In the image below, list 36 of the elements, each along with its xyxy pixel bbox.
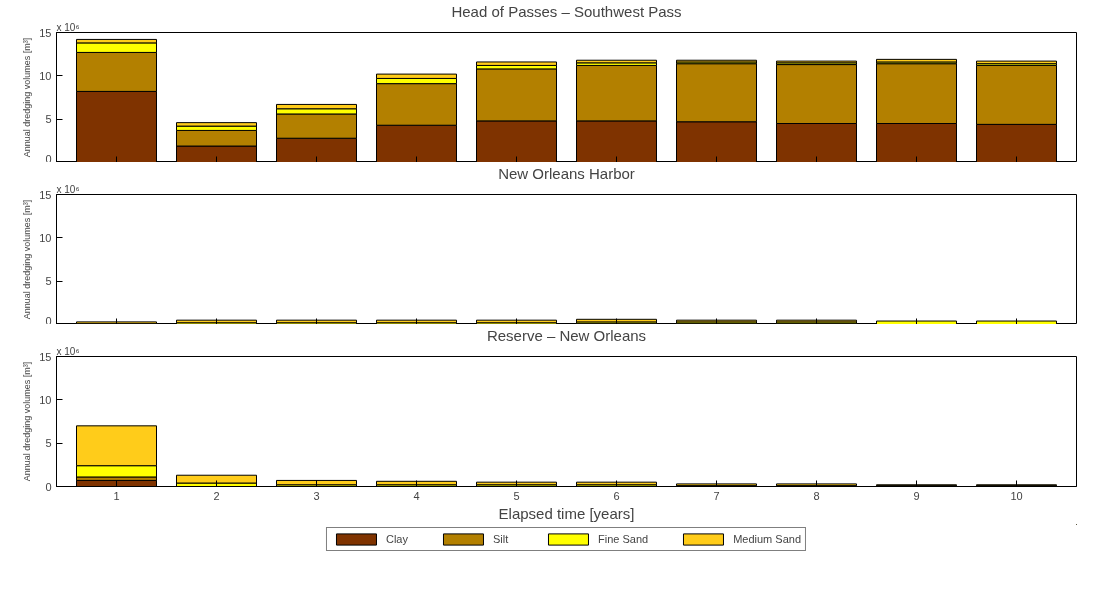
x-tick-label: 1 xyxy=(113,489,120,502)
x-tick-label: 4 xyxy=(413,489,420,502)
chart-title: New Orleans Harbor xyxy=(498,164,635,182)
chart-title: Head of Passes – Southwest Pass xyxy=(451,2,682,20)
y-tick-label: 0 xyxy=(45,480,52,493)
y-axis-title: Annual dredging volumes [m³] xyxy=(22,361,33,482)
legend-label: Fine Sand xyxy=(597,533,649,545)
x-tick-label: 8 xyxy=(813,489,820,502)
y-axis-title: Annual dredging volumes [m³] xyxy=(22,199,33,320)
y-tick-label: 15 xyxy=(39,26,52,39)
x-tick-label: 9 xyxy=(913,489,920,502)
y-tick-label: 15 xyxy=(39,188,52,201)
x-tick-label: 5 xyxy=(513,489,520,502)
x-tick-label: 10 xyxy=(1010,489,1023,502)
y-tick-label: 0 xyxy=(45,314,52,327)
legend-label: Clay xyxy=(385,533,408,545)
y-tick-label: 5 xyxy=(45,437,52,450)
legend-label: Silt xyxy=(492,533,510,545)
annotation: x 10⁶ xyxy=(56,183,80,195)
y-tick-label: 5 xyxy=(45,275,52,288)
y-tick-label: 10 xyxy=(39,69,52,82)
x-tick-label: 7 xyxy=(713,489,720,502)
y-axis-title: Annual dredging volumes [m³] xyxy=(22,37,33,158)
x-tick-label: 2 xyxy=(213,489,220,502)
y-tick-label: 0 xyxy=(45,152,52,165)
y-tick-label: 5 xyxy=(45,113,52,126)
x-axis-title: Elapsed time [years] xyxy=(498,504,635,522)
x-tick-label: 3 xyxy=(313,489,320,502)
x-tick-label: 6 xyxy=(613,489,620,502)
legend-label: Medium Sand xyxy=(733,533,802,545)
y-tick-label: 10 xyxy=(39,231,52,244)
chart-title: Reserve – New Orleans xyxy=(486,326,647,344)
annotation: x 10⁶ xyxy=(56,21,80,33)
y-tick-label: 15 xyxy=(39,350,52,363)
y-tick-label: 10 xyxy=(39,393,52,406)
annotation: x 10⁶ xyxy=(56,345,80,357)
